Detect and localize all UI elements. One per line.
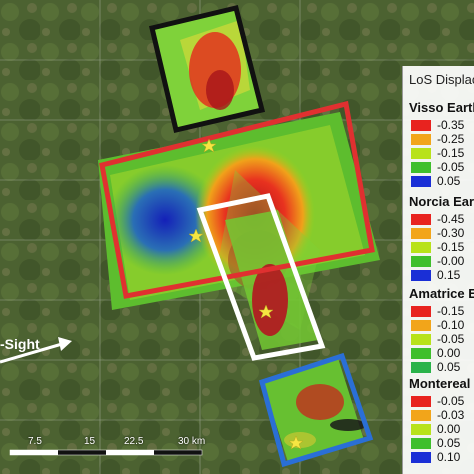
legend-swatch: [411, 241, 431, 253]
legend-swatch: [411, 305, 431, 317]
epicenter-star-visso[interactable]: [201, 138, 217, 153]
legend-item: -0.15: [411, 146, 464, 160]
epicenter-star-amatrice[interactable]: [258, 304, 274, 319]
legend-swatch: [411, 333, 431, 345]
legend-item: -0.15: [411, 304, 464, 318]
legend-swatch: [411, 227, 431, 239]
legend-item: 0.05: [411, 436, 460, 450]
epicenter-star-norcia[interactable]: [188, 228, 204, 243]
visso-footprint-box[interactable]: [148, 4, 266, 133]
visso-interferogram: [152, 8, 262, 130]
epicenter-star-montereale[interactable]: [288, 435, 304, 450]
scale-label-1: 7.5: [28, 436, 42, 447]
legend-item: 0.05: [411, 174, 460, 188]
norcia-footprint-box[interactable]: [99, 100, 375, 299]
scale-label-3: 22.5: [124, 436, 144, 447]
legend-item: -0.45: [411, 212, 464, 226]
legend-swatch: [411, 409, 431, 421]
legend-swatch: [411, 423, 431, 435]
legend-item: -0.00: [411, 254, 464, 268]
legend-item: -0.05: [411, 160, 464, 174]
legend-swatch: [411, 451, 431, 463]
legend-section-visso: Visso Eartl: [409, 100, 474, 115]
legend-swatch: [411, 161, 431, 173]
legend-item: -0.05: [411, 394, 464, 408]
legend-item: -0.25: [411, 132, 464, 146]
legend-swatch: [411, 119, 431, 131]
legend-section-amatrice: Amatrice E: [409, 286, 474, 301]
legend-item: -0.15: [411, 240, 464, 254]
legend-swatch: [411, 437, 431, 449]
scale-label-2: 15: [84, 436, 96, 447]
legend-swatch: [411, 395, 431, 407]
legend-item: -0.10: [411, 318, 464, 332]
legend-swatch: [411, 175, 431, 187]
legend-item: 0.10: [411, 450, 460, 464]
los-arrow-icon: [0, 337, 72, 364]
montereale-footprint-box[interactable]: [258, 352, 374, 468]
legend-item: 0.05: [411, 360, 460, 374]
legend-swatch: [411, 213, 431, 225]
legend-item: -0.35: [411, 118, 464, 132]
montereale-interferogram: [262, 358, 366, 462]
legend-item: -0.03: [411, 408, 464, 422]
legend-swatch: [411, 133, 431, 145]
legend-item: -0.30: [411, 226, 464, 240]
legend-title: LoS Displac: [409, 72, 474, 87]
legend-panel: LoS Displac Visso Eartl -0.35 -0.25 -0.1…: [402, 66, 474, 474]
legend-swatch: [411, 347, 431, 359]
legend-swatch: [411, 361, 431, 373]
legend-item: -0.05: [411, 332, 464, 346]
scale-bar: [9, 449, 203, 456]
legend-swatch: [411, 269, 431, 281]
scale-label-4: 30 km: [178, 436, 206, 447]
legend-section-montereale: Montereal: [409, 376, 471, 391]
legend-item: 0.15: [411, 268, 460, 282]
los-label: -Sight: [0, 336, 40, 352]
norcia-interferogram: [98, 112, 380, 330]
legend-swatch: [411, 255, 431, 267]
legend-item: 0.00: [411, 346, 460, 360]
legend-swatch: [411, 319, 431, 331]
amatrice-footprint-box[interactable]: [196, 193, 326, 361]
legend-swatch: [411, 147, 431, 159]
legend-item: 0.00: [411, 422, 460, 436]
legend-section-norcia: Norcia Ear: [409, 194, 474, 209]
